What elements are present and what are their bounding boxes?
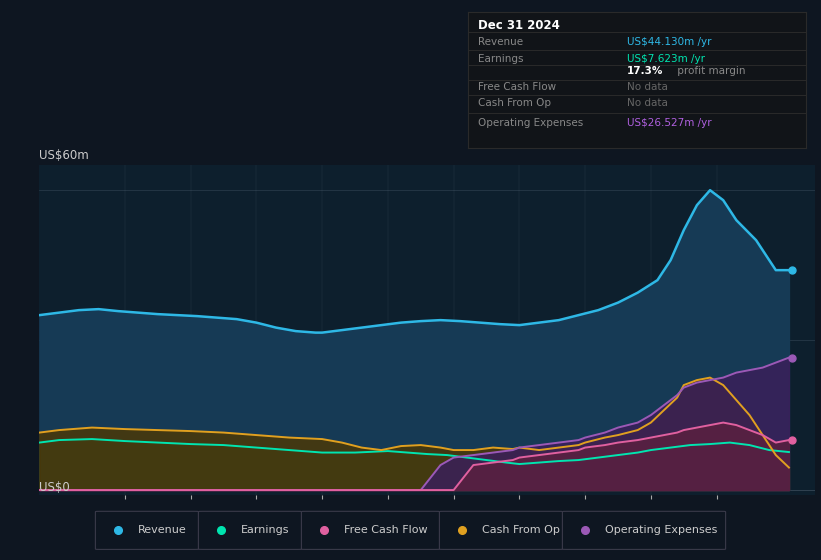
Text: Revenue: Revenue <box>138 525 187 535</box>
FancyBboxPatch shape <box>301 511 439 549</box>
Text: US$7.623m /yr: US$7.623m /yr <box>626 54 705 64</box>
Text: Free Cash Flow: Free Cash Flow <box>478 82 557 92</box>
Text: Free Cash Flow: Free Cash Flow <box>344 525 428 535</box>
Text: Revenue: Revenue <box>478 38 523 48</box>
Text: US$0: US$0 <box>39 481 70 494</box>
Text: Operating Expenses: Operating Expenses <box>605 525 718 535</box>
Text: profit margin: profit margin <box>674 66 745 76</box>
Text: No data: No data <box>626 82 667 92</box>
FancyBboxPatch shape <box>199 511 301 549</box>
Text: No data: No data <box>626 98 667 108</box>
Text: Cash From Op: Cash From Op <box>482 525 560 535</box>
FancyBboxPatch shape <box>95 511 199 549</box>
Text: Dec 31 2024: Dec 31 2024 <box>478 18 560 32</box>
Text: US$60m: US$60m <box>39 150 89 162</box>
Text: US$26.527m /yr: US$26.527m /yr <box>626 118 712 128</box>
FancyBboxPatch shape <box>439 511 562 549</box>
Text: US$44.130m /yr: US$44.130m /yr <box>626 38 711 48</box>
Text: 17.3%: 17.3% <box>626 66 663 76</box>
Text: Earnings: Earnings <box>241 525 290 535</box>
Text: Operating Expenses: Operating Expenses <box>478 118 584 128</box>
Text: Cash From Op: Cash From Op <box>478 98 551 108</box>
Text: Earnings: Earnings <box>478 54 524 64</box>
FancyBboxPatch shape <box>562 511 726 549</box>
